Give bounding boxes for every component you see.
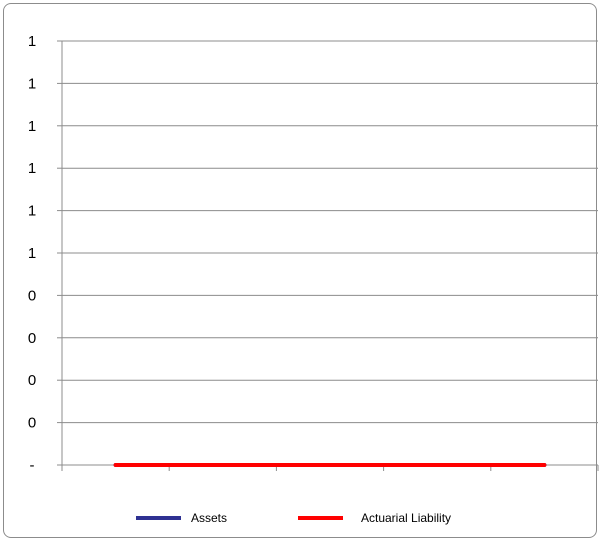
y-tick-label: 1 [28, 160, 36, 177]
y-tick-label: 1 [28, 245, 36, 262]
y-tick-label: 0 [28, 330, 36, 347]
y-tick-label: 1 [28, 203, 36, 220]
y-tick-label: - [30, 457, 35, 474]
legend-label: Actuarial Liability [361, 511, 451, 525]
axes [57, 40, 599, 471]
chart-frame [3, 3, 597, 538]
y-tick-label: 1 [28, 33, 36, 50]
y-tick-label: 0 [28, 372, 36, 389]
y-tick-label: 0 [28, 415, 36, 432]
legend: Assets Actuarial Liability [136, 511, 451, 525]
y-tick-label: 0 [28, 287, 36, 304]
y-tick-label: 1 [28, 118, 36, 135]
y-tick-label: 1 [28, 75, 36, 92]
gridlines [62, 40, 598, 424]
legend-label: Assets [191, 511, 227, 525]
y-tick-labels: 1 1 1 1 1 1 0 0 0 0 - [28, 33, 36, 474]
